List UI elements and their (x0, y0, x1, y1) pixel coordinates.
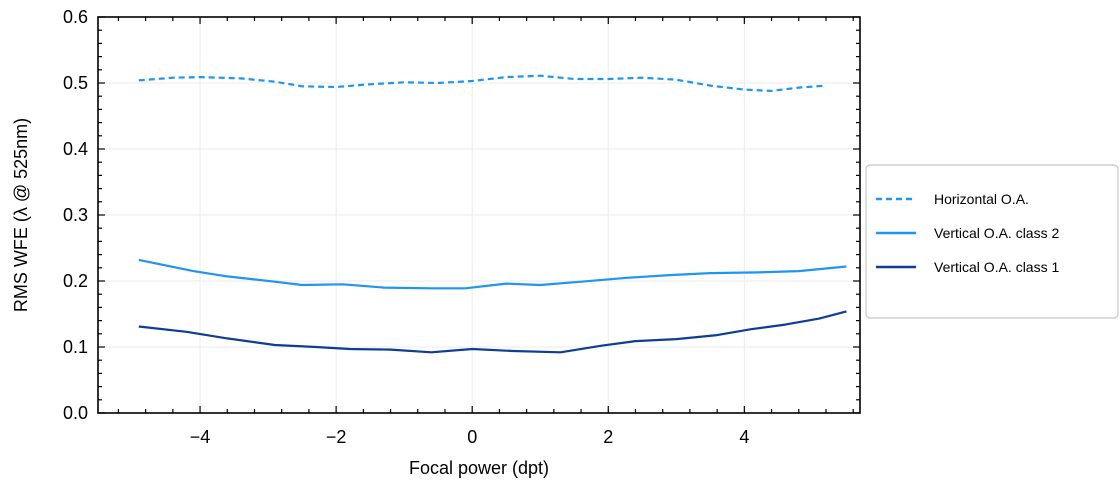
y-tick-label: 0.1 (63, 337, 88, 357)
legend-label-3: Vertical O.A. class 1 (934, 259, 1059, 275)
x-axis-label: Focal power (dpt) (409, 458, 549, 478)
axis-ticks (98, 16, 860, 414)
legend-label-1: Horizontal O.A. (934, 191, 1029, 207)
y-axis-label: RMS WFE (λ @ 525nm) (11, 118, 31, 312)
y-tick-label: 0.2 (63, 271, 88, 291)
y-tick-label: 0.4 (63, 139, 88, 159)
legend-box (865, 164, 1119, 319)
x-tick-label: −4 (190, 427, 211, 447)
x-tick-label: −2 (326, 427, 347, 447)
y-tick-label: 0.3 (63, 205, 88, 225)
series-line-1 (138, 74, 827, 93)
y-tick-label: 0.0 (63, 403, 88, 423)
x-tick-label: 0 (467, 427, 477, 447)
x-tick-label: 4 (739, 427, 749, 447)
y-tick-label: 0.6 (63, 7, 88, 27)
series-line-2 (138, 258, 847, 290)
legend-label-2: Vertical O.A. class 2 (934, 225, 1059, 241)
series-line-3 (138, 310, 847, 354)
series-group (138, 74, 847, 354)
axis-tick-labels: −4 −2 0 2 4 0.0 0.1 0.2 0.3 0.4 0.5 0.6 (63, 7, 749, 447)
legend-items: Horizontal O.A. Vertical O.A. class 2 Vert… (876, 191, 1059, 275)
y-tick-label: 0.5 (63, 73, 88, 93)
legend: Horizontal O.A. Vertical O.A. class 2 Vert… (865, 164, 1119, 319)
x-tick-label: 2 (603, 427, 613, 447)
